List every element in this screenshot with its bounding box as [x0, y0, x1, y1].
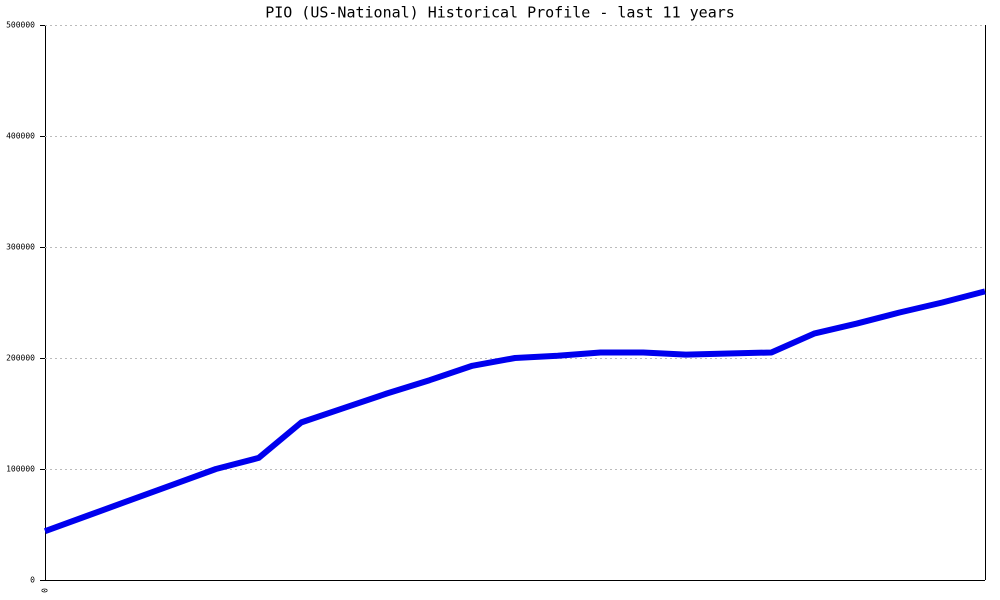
line — [43, 288, 986, 534]
chart-title: PIO (US-National) Historical Profile - l… — [265, 4, 735, 22]
y-tick-label: 300000 — [6, 243, 35, 252]
y-tick-label: 500000 — [6, 21, 35, 30]
x-tick-label: 0 — [41, 588, 50, 593]
y-tick-label: 200000 — [6, 354, 35, 363]
y-tick-label: 400000 — [6, 132, 35, 141]
y-tick-label: 0 — [30, 576, 35, 585]
y-tick-label: 100000 — [6, 465, 35, 474]
